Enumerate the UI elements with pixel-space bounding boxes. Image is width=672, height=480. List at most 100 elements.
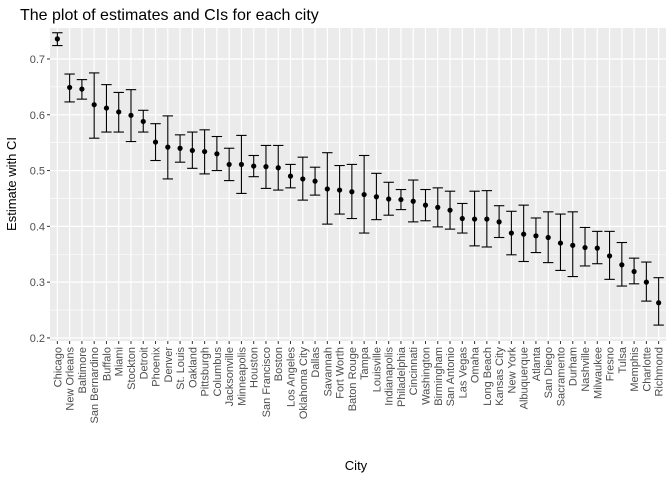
city-errorbar [125,89,137,143]
y-axis-title: Estimate with CI [4,137,19,231]
x-tick-label: Atlanta [531,346,543,381]
x-tick-label: Dallas [310,347,322,378]
estimate-point [582,244,588,251]
x-tick-label: Phoenix [151,347,163,387]
x-tick-label: Sacramento [555,347,567,406]
estimate-point [533,233,539,239]
x-tick-label: Detroit [138,347,150,379]
estimate-point [496,219,502,225]
city-errorbar [52,32,63,47]
x-tick-label: Louisville [371,347,383,392]
y-axis: 0.2 0.3 0.4 0.5 0.6 0.7 [30,54,50,345]
x-tick-label: Buffalo [101,347,113,381]
city-errorbar [469,190,480,247]
city-errorbar [273,144,284,191]
x-tick-label: San Antonio [445,347,457,406]
x-tick-label: Oakland [187,347,199,388]
city-errorbar [616,241,628,287]
city-errorbar [88,72,100,139]
estimate-point [251,163,257,169]
estimate-point [656,300,662,306]
estimate-point [508,230,514,236]
x-tick-label: Birmingham [433,347,445,406]
city-errorbar [211,135,223,172]
x-tick-label: St. Louis [175,347,187,390]
estimate-point [643,279,649,285]
city-errorbar [420,188,431,222]
x-tick-label: Houston [249,347,261,388]
x-tick-label: Columbus [212,347,224,397]
estimate-point [128,112,134,118]
estimate-point [336,187,343,193]
city-errorbar [285,163,296,189]
city-errorbar [604,230,615,280]
x-axis: Chicago New Orleans Baltimore San Bernardin… [52,341,666,423]
city-errorbar [199,129,210,175]
x-tick-label: Omaha [470,346,482,383]
estimate-point [238,161,245,168]
city-errorbar [555,213,566,271]
x-tick-label: Washington [420,347,432,405]
x-tick-label: Cincinnati [408,347,420,395]
x-tick-label: Chicago [52,347,64,387]
estimate-point [386,196,392,202]
x-tick-label: Pittsburgh [200,347,212,397]
estimate-point [287,173,294,179]
x-tick-label: Milwaukee [592,347,604,399]
estimate-point [312,178,318,184]
chart-title: The plot of estimates and CIs for each c… [20,7,319,24]
city-errorbar [371,172,382,221]
city-errorbar [542,211,554,264]
city-errorbar [174,134,186,163]
grid-lines [50,28,666,341]
x-tick-label: Savannah [322,347,334,397]
city-errorbar [493,205,505,239]
city-errorbar [223,147,235,182]
x-tick-label: Miami [114,347,126,376]
estimate-point [484,216,490,222]
city-errorbar [408,179,419,223]
x-tick-label: Tampa [359,346,371,380]
estimate-point [570,242,576,248]
x-tick-label: Las Vegas [457,347,469,399]
data-marks [52,32,664,326]
city-errorbar [76,79,88,100]
estimate-point [545,234,551,241]
estimate-point [422,202,429,208]
estimate-point [189,147,195,154]
x-tick-label: New York [506,347,518,394]
city-errorbar [260,144,272,189]
y-tick-label: 0.2 [30,333,45,345]
x-tick-label: Durham [568,347,580,386]
estimate-point [361,191,367,198]
x-tick-label: San Francisco [261,347,273,417]
estimate-point [398,196,404,203]
city-errorbar [628,257,640,285]
x-tick-label: Jacksonville [224,347,236,406]
city-errorbar [64,73,75,103]
x-tick-label: Kansas City [494,347,506,406]
city-errorbar [162,115,174,180]
city-errorbar [481,190,493,248]
x-tick-label: Los Angeles [286,347,298,407]
estimate-point [471,216,478,222]
city-errorbar [444,190,456,230]
estimate-point [410,198,416,204]
x-tick-label: Tulsa [617,346,629,373]
estimate-point [103,105,110,111]
estimate-point [275,165,281,171]
x-tick-label: Indianapolis [384,347,396,406]
x-tick-label: Minneapolis [236,347,248,406]
city-errorbar [322,152,333,225]
estimate-point [91,102,97,108]
x-tick-label: Albuquerque [519,347,531,409]
city-errorbar [641,261,652,302]
city-errorbar [358,154,370,234]
x-tick-label: Charlotte [641,347,653,392]
x-axis-title: City [345,458,368,473]
estimate-point [152,139,159,145]
x-tick-label: Philadelphia [396,346,408,407]
city-errorbar [309,166,321,196]
y-tick-label: 0.7 [30,54,45,66]
